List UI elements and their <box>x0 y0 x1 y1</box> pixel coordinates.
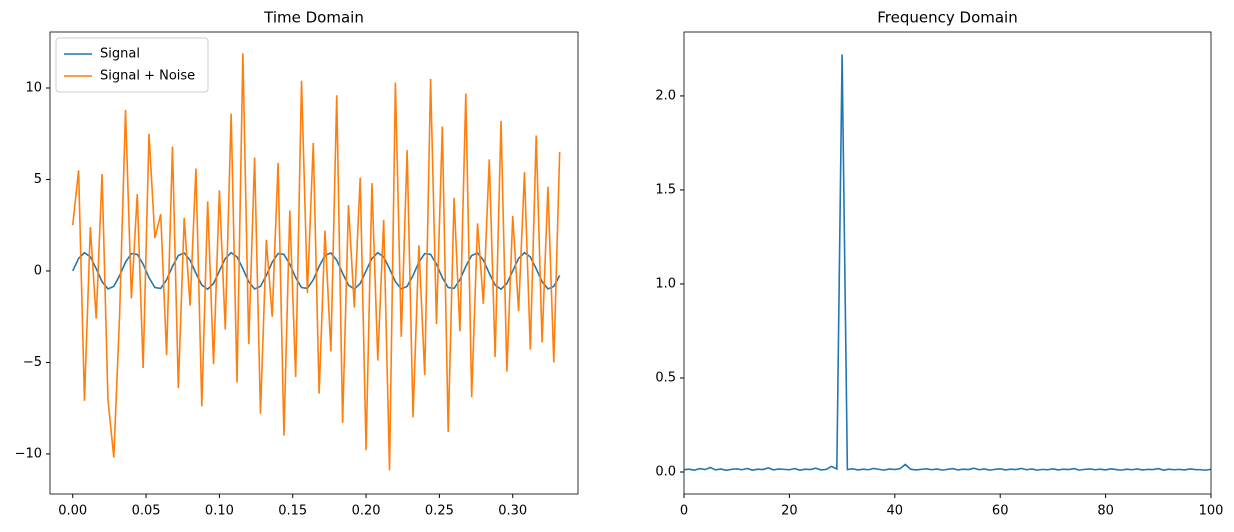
subplot-title: Time Domain <box>263 9 364 27</box>
axes-frame <box>49 31 579 495</box>
x-tick-label: 0.25 <box>425 504 454 519</box>
y-tick-label: 10 <box>25 80 42 95</box>
y-tick-label: 0.0 <box>655 465 676 480</box>
x-tick-label: 0.15 <box>278 504 307 519</box>
y-tick-label: 5 <box>34 172 42 187</box>
legend-box <box>55 37 209 93</box>
x-tick-label: 0.20 <box>352 504 381 519</box>
x-tick-label: 40 <box>887 504 904 519</box>
x-tick-label: 100 <box>1199 504 1224 519</box>
legend-label: Signal + Noise <box>100 69 195 84</box>
y-tick-label: 0 <box>34 263 42 278</box>
y-tick-label: 2.0 <box>655 88 676 103</box>
subplot-title: Frequency Domain <box>877 9 1017 27</box>
subplot: Frequency Domain 0 20 40 60 80 100 0.0 0.5 1.0 1.5… <box>655 9 1223 519</box>
x-tick-label: 80 <box>1097 504 1114 519</box>
y-tick-label: 1.5 <box>655 182 676 197</box>
y-tick-label: 0.5 <box>655 370 676 385</box>
series-line <box>684 54 1211 472</box>
x-tick-label: 60 <box>992 504 1009 519</box>
x-tick-label: 0.10 <box>205 504 234 519</box>
axes-frame <box>683 31 1212 495</box>
y-tick-label: −10 <box>15 446 42 461</box>
x-tick-label: 0.30 <box>498 504 527 519</box>
x-tick-label: 0 <box>680 504 688 519</box>
legend-label: Signal <box>100 47 140 62</box>
subplot: Time Domain 0.00 0.05 0.10 0.15 0.20 0.25 0.30 −… <box>15 9 579 519</box>
x-tick-label: 0.05 <box>132 504 161 519</box>
x-tick-label: 0.00 <box>58 504 87 519</box>
series-line <box>71 53 561 471</box>
y-tick-label: 1.0 <box>655 276 676 291</box>
y-tick-label: −5 <box>23 355 42 370</box>
x-tick-label: 20 <box>781 504 798 519</box>
